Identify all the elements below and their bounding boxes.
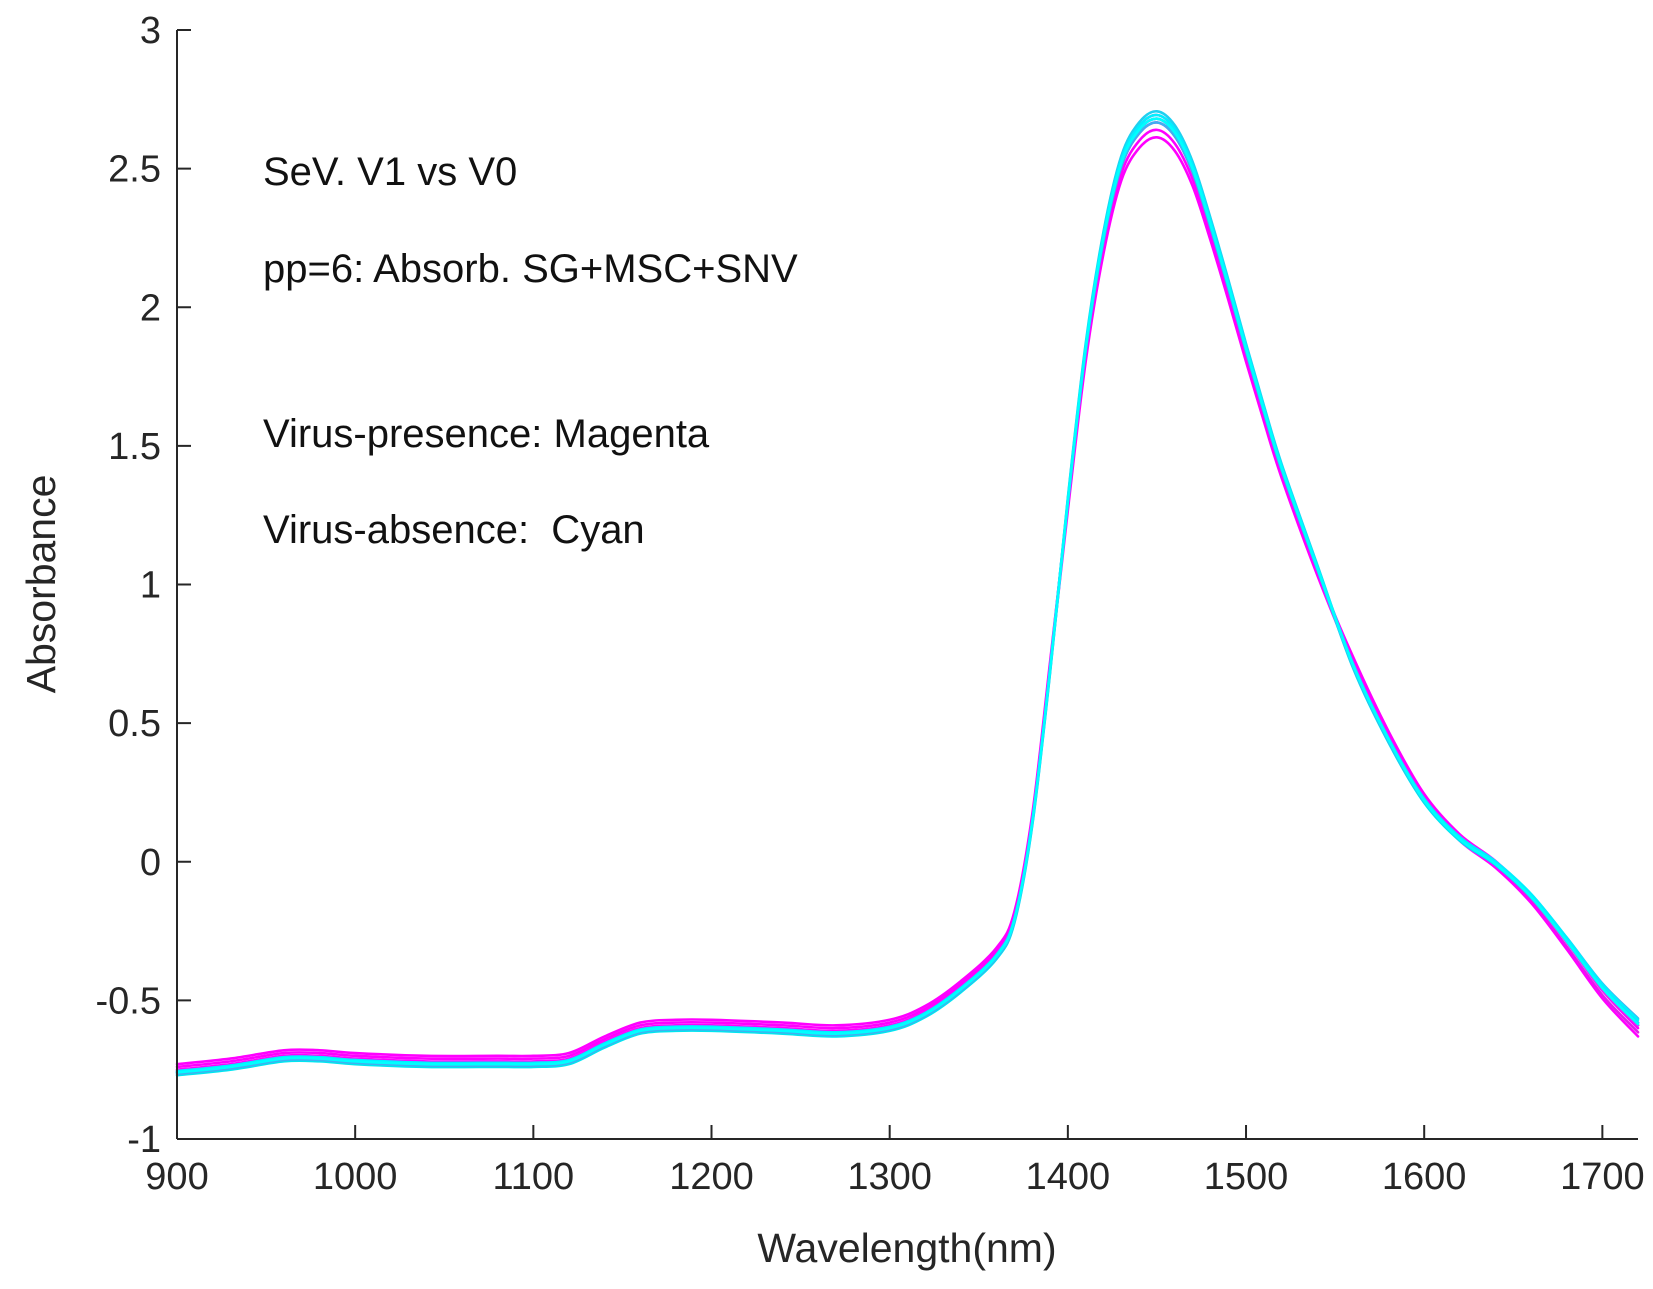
- x-tick-label: 1600: [1382, 1156, 1467, 1198]
- y-tick-label: -1: [127, 1119, 161, 1161]
- x-tick-label: 1000: [313, 1156, 398, 1198]
- y-ticks: -1 -0.5 0 0.5 1 1.5 2 2.5 3: [96, 10, 191, 1161]
- y-tick-label: 3: [140, 10, 161, 52]
- y-tick-label: 2.5: [108, 149, 161, 191]
- x-tick-label: 1200: [669, 1156, 754, 1198]
- series-line-10: [175, 117, 1640, 1074]
- x-tick-label: 1500: [1204, 1156, 1289, 1198]
- x-tick-label: 1100: [492, 1156, 574, 1198]
- annotation-virus-presence: Virus-presence: Magenta: [263, 412, 710, 456]
- x-tick-label: 1700: [1560, 1156, 1645, 1198]
- series-group: [175, 109, 1640, 1077]
- x-tick-label: 900: [145, 1156, 208, 1198]
- annotations: SeV. V1 vs V0 pp=6: Absorb. SG+MSC+SNV V…: [263, 150, 798, 552]
- annotation-preprocessing: pp=6: Absorb. SG+MSC+SNV: [263, 247, 798, 291]
- y-tick-label: 1: [140, 565, 161, 607]
- x-axis-label: Wavelength(nm): [757, 1225, 1056, 1271]
- y-tick-label: 1.5: [108, 426, 161, 468]
- plot-area: [177, 30, 1638, 1139]
- y-tick-label: -0.5: [96, 980, 161, 1022]
- x-ticks: 900 1000 1100 1200 1300 1400 1500 1600 1700: [145, 1125, 1645, 1198]
- y-tick-label: 2: [140, 287, 161, 329]
- annotation-comparison: SeV. V1 vs V0: [263, 150, 517, 194]
- x-tick-label: 1400: [1026, 1156, 1111, 1198]
- annotation-virus-absence: Virus-absence: Cyan: [263, 508, 645, 552]
- y-axis-label: Absorbance: [18, 475, 64, 694]
- y-tick-label: 0.5: [108, 703, 161, 745]
- y-tick-label: 0: [140, 842, 161, 884]
- x-tick-label: 1300: [847, 1156, 932, 1198]
